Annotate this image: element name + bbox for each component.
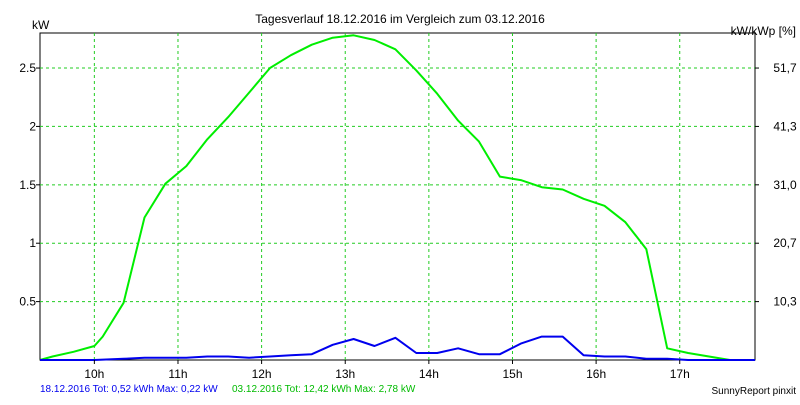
y-right-tick-label: 31,0 — [773, 178, 797, 192]
y-axis-label-left: kW — [32, 18, 50, 32]
y-right-tick-label: 20,7 — [773, 236, 797, 250]
x-tick-label: 14h — [419, 367, 439, 381]
y-right-tick-label: 41,3 — [773, 119, 797, 133]
x-tick-label: 11h — [168, 367, 187, 381]
y-tick-label: 2.5 — [19, 61, 36, 75]
y-tick-label: 1.5 — [19, 178, 36, 192]
x-tick-label: 17h — [670, 367, 690, 381]
footer-green-summary: 03.12.2016 Tot: 12,42 kWh Max: 2,78 kW — [232, 384, 416, 395]
y-axis-label-right: kW/kWp [%] — [731, 24, 796, 38]
x-tick-label: 10h — [84, 367, 104, 381]
y-tick-label: 2 — [29, 119, 36, 133]
y-right-tick-label: 51,7 — [773, 61, 797, 75]
y-tick-label: 1 — [29, 236, 36, 250]
footer-credit: SunnyReport pinxit — [712, 386, 797, 397]
tick-layer: 10h 11h 12h 13h 14h 15h 16h 17h 0.5 1 1.5 2 2.5 10,3 2… — [19, 61, 797, 381]
grid-layer — [40, 33, 755, 360]
series-line-1 — [40, 335, 755, 361]
series-layer — [39, 34, 755, 361]
plot-area — [39, 32, 756, 361]
footer-blue-summary: 18.12.2016 Tot: 0,52 kWh Max: 0,22 kW — [40, 384, 218, 395]
y-tick-label: 0.5 — [19, 295, 36, 309]
x-tick-label: 15h — [502, 367, 522, 381]
x-tick-label: 12h — [252, 367, 272, 381]
x-tick-label: 13h — [335, 367, 355, 381]
series-line-0 — [39, 34, 755, 361]
chart-title: Tagesverlauf 18.12.2016 im Vergleich zum… — [255, 12, 545, 26]
x-tick-label: 16h — [586, 367, 606, 381]
y-right-tick-label: 10,3 — [773, 295, 797, 309]
